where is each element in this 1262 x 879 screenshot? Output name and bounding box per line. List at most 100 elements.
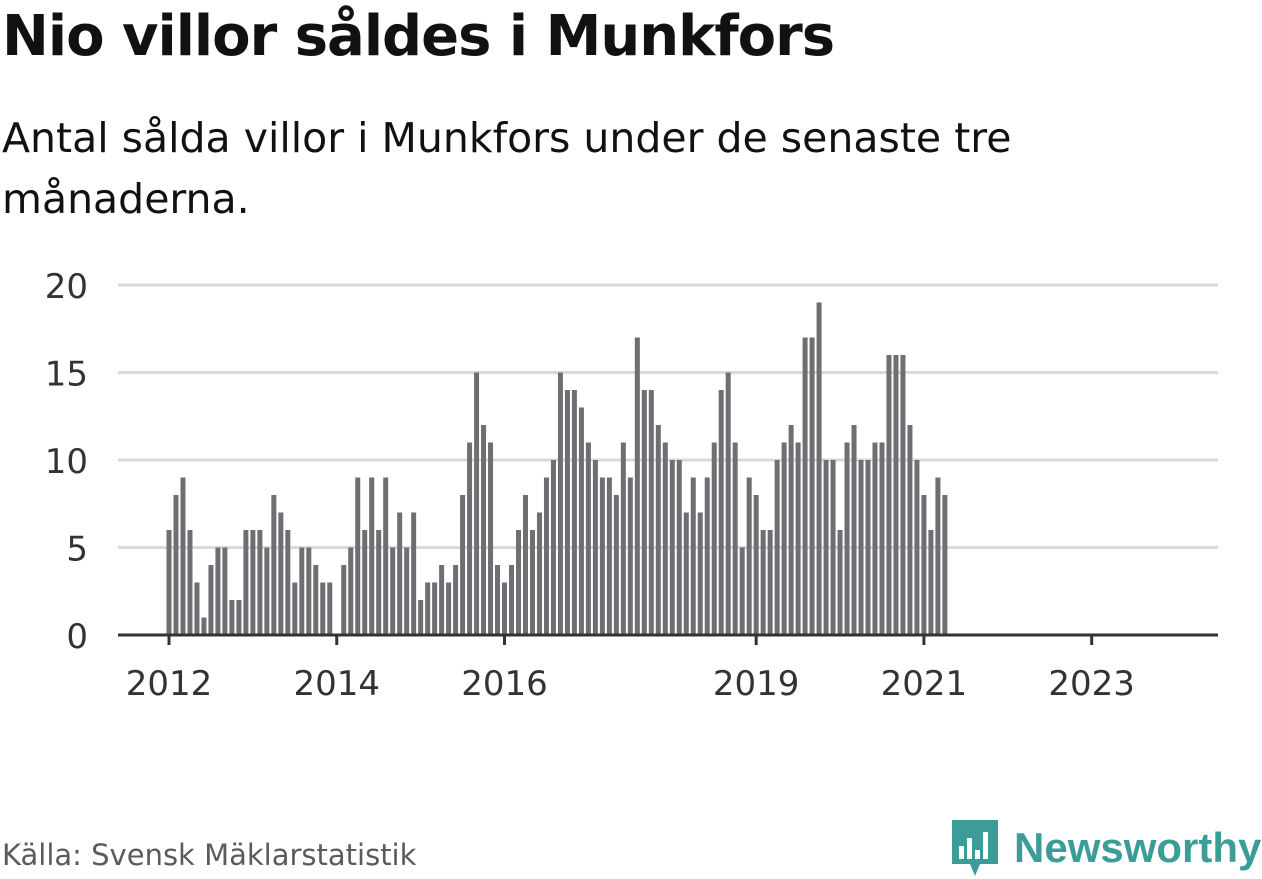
bar xyxy=(942,495,948,635)
bar xyxy=(837,530,843,635)
bar xyxy=(823,460,829,635)
bar xyxy=(348,547,354,635)
y-tick-label: 0 xyxy=(66,617,88,657)
bar xyxy=(788,425,794,635)
bar xyxy=(285,530,291,635)
bar xyxy=(522,495,528,635)
bar xyxy=(816,302,822,635)
bar xyxy=(578,407,584,635)
bar xyxy=(516,530,521,635)
bar xyxy=(320,582,326,635)
bars xyxy=(166,302,948,635)
bar xyxy=(369,477,375,635)
bar xyxy=(739,547,745,635)
bar xyxy=(921,495,927,635)
bar xyxy=(257,530,263,635)
bar xyxy=(201,617,207,635)
bar xyxy=(830,460,836,635)
chart-title: Nio villor såldes i Munkfors xyxy=(2,4,835,69)
bar xyxy=(851,425,857,635)
bar xyxy=(229,600,235,635)
bar xyxy=(795,442,801,635)
bar xyxy=(704,477,710,635)
y-tick-label: 5 xyxy=(66,530,88,570)
bar xyxy=(858,460,864,635)
newsworthy-logo-icon xyxy=(952,820,998,876)
bar xyxy=(893,355,899,635)
bar xyxy=(292,582,298,635)
bar xyxy=(641,390,647,635)
bar xyxy=(362,530,368,635)
bar xyxy=(872,442,878,635)
source-note: Källa: Svensk Mäklarstatistik xyxy=(2,838,417,872)
bar xyxy=(634,337,640,635)
bar xyxy=(187,530,193,635)
bar xyxy=(250,530,256,635)
x-tick-label: 2012 xyxy=(126,664,213,704)
bar xyxy=(550,460,556,635)
bar xyxy=(599,477,605,635)
bar xyxy=(481,425,487,635)
bar xyxy=(543,477,549,635)
x-tick-label: 2021 xyxy=(881,664,968,704)
bar xyxy=(278,512,284,635)
bar xyxy=(746,477,752,635)
bar xyxy=(907,425,913,635)
bar xyxy=(585,442,591,635)
x-tick-label: 2023 xyxy=(1048,664,1135,704)
bar xyxy=(669,460,675,635)
bar xyxy=(844,442,850,635)
bar xyxy=(208,565,214,635)
bar xyxy=(222,547,228,635)
bar xyxy=(620,442,626,635)
bar xyxy=(774,460,780,635)
bar xyxy=(404,547,410,635)
bar xyxy=(418,600,424,635)
bar xyxy=(627,477,633,635)
bar xyxy=(914,460,920,635)
bar xyxy=(732,442,738,635)
bar xyxy=(557,372,563,635)
bar xyxy=(488,442,494,635)
bar xyxy=(676,460,682,635)
bar xyxy=(376,530,382,635)
bar xyxy=(509,565,515,635)
bar xyxy=(355,477,361,635)
y-tick-label: 20 xyxy=(45,267,88,307)
bar xyxy=(474,372,480,635)
bar xyxy=(215,547,221,635)
bar xyxy=(725,372,731,635)
bar xyxy=(690,477,696,635)
x-tick-label: 2014 xyxy=(293,664,380,704)
bar xyxy=(655,425,661,635)
bar xyxy=(802,337,808,635)
bar xyxy=(683,512,689,635)
bar xyxy=(306,547,312,635)
bar xyxy=(453,565,459,635)
bar xyxy=(390,547,396,635)
y-tick-label: 15 xyxy=(45,355,88,395)
bar xyxy=(383,477,389,635)
bar xyxy=(767,530,773,635)
bar xyxy=(529,530,535,635)
bar xyxy=(425,582,431,635)
bar xyxy=(467,442,473,635)
bar xyxy=(886,355,892,635)
bar xyxy=(502,582,508,635)
bar xyxy=(236,600,242,635)
bar xyxy=(753,495,759,635)
brand-name: Newsworthy xyxy=(1014,824,1262,871)
bar xyxy=(711,442,717,635)
bar xyxy=(648,390,654,635)
bar xyxy=(173,495,179,635)
x-tick-label: 2016 xyxy=(461,664,548,704)
gridlines xyxy=(118,283,1218,549)
x-tick-label: 2019 xyxy=(713,664,800,704)
bar xyxy=(271,495,277,635)
bar xyxy=(460,495,466,635)
x-axis-ticks: 2012 2014 2016 2019 2021 2023 xyxy=(126,635,1135,704)
bar xyxy=(879,442,885,635)
bar xyxy=(313,565,319,635)
bar xyxy=(613,495,619,635)
